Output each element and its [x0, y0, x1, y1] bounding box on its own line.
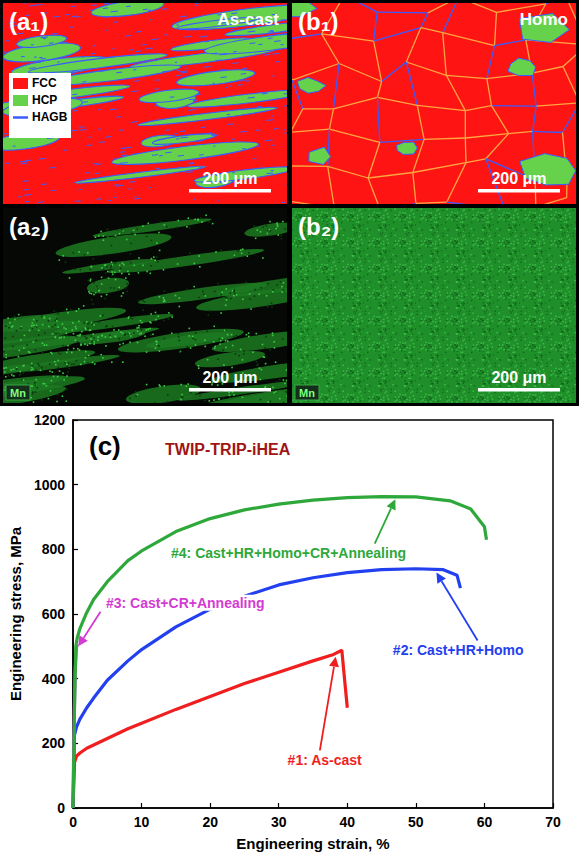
svg-text:#1: As-cast: #1: As-cast — [288, 752, 363, 768]
svg-text:0: 0 — [57, 800, 65, 816]
svg-text:(b₂): (b₂) — [298, 213, 339, 240]
svg-text:#2: Cast+HR+Homo: #2: Cast+HR+Homo — [393, 642, 524, 658]
svg-text:10: 10 — [134, 814, 150, 830]
svg-text:30: 30 — [271, 814, 287, 830]
svg-text:FCC: FCC — [32, 76, 57, 90]
svg-text:50: 50 — [408, 814, 424, 830]
svg-text:#4: Cast+HR+Homo+CR+Annealing: #4: Cast+HR+Homo+CR+Annealing — [171, 545, 406, 561]
svg-text:40: 40 — [340, 814, 356, 830]
svg-text:(a₁): (a₁) — [9, 8, 48, 35]
svg-text:(a₂): (a₂) — [9, 213, 49, 240]
svg-text:200 μm: 200 μm — [491, 369, 546, 386]
svg-text:200 μm: 200 μm — [202, 170, 257, 187]
svg-text:HCP: HCP — [32, 93, 57, 107]
svg-text:As-cast: As-cast — [218, 10, 280, 29]
svg-text:20: 20 — [202, 814, 218, 830]
svg-text:(b₁): (b₁) — [298, 8, 339, 35]
svg-text:60: 60 — [477, 814, 493, 830]
svg-text:200 μm: 200 μm — [491, 170, 546, 187]
svg-text:Mn: Mn — [10, 387, 26, 399]
svg-text:(c): (c) — [89, 431, 121, 461]
svg-text:70: 70 — [545, 814, 561, 830]
svg-text:Mn: Mn — [299, 387, 315, 399]
svg-text:800: 800 — [42, 541, 66, 557]
svg-text:600: 600 — [42, 606, 66, 622]
svg-text:200: 200 — [42, 735, 66, 751]
svg-text:TWIP-TRIP-iHEA: TWIP-TRIP-iHEA — [165, 441, 291, 458]
svg-text:1200: 1200 — [34, 412, 65, 428]
svg-text:1000: 1000 — [34, 477, 65, 493]
svg-text:HAGB: HAGB — [32, 110, 68, 124]
svg-text:Engineering strain, %: Engineering strain, % — [236, 835, 389, 852]
svg-text:Engineering stress, MPa: Engineering stress, MPa — [7, 526, 24, 701]
svg-text:#3: Cast+CR+Annealing: #3: Cast+CR+Annealing — [106, 595, 265, 611]
svg-text:Homo: Homo — [520, 10, 568, 29]
svg-text:0: 0 — [69, 814, 77, 830]
svg-text:200 μm: 200 μm — [202, 369, 257, 386]
svg-text:400: 400 — [42, 671, 66, 687]
